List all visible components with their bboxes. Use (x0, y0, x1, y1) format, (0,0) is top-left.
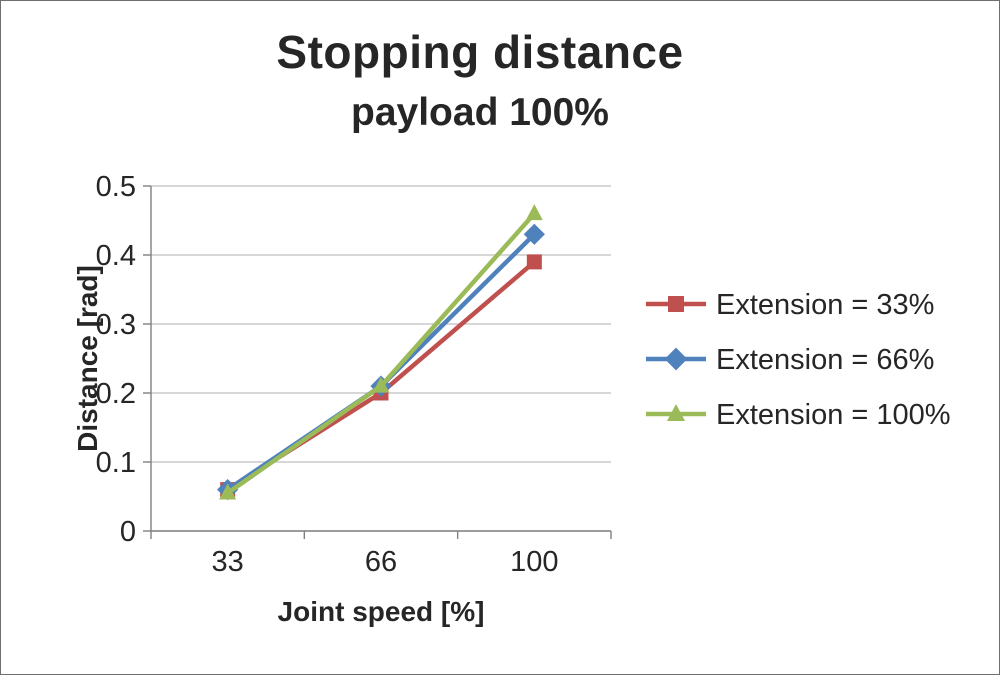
series-2-marker (525, 204, 543, 221)
chart-title: Stopping distance (276, 26, 684, 78)
legend-marker-1 (664, 347, 688, 371)
legend-label-0: Extension = 33% (716, 289, 934, 321)
series-0-marker (526, 254, 542, 270)
x-tick-label: 66 (365, 546, 397, 578)
x-tick-label: 33 (212, 546, 244, 578)
y-tick-label: 0 (120, 516, 136, 548)
legend-label-2: Extension = 100% (716, 399, 951, 431)
y-tick-label: 0.2 (96, 378, 136, 410)
series-2-marker (372, 376, 390, 393)
y-tick-label: 0.1 (96, 447, 136, 479)
x-axis-title: Joint speed [%] (278, 596, 485, 627)
series-2-marker (219, 483, 237, 500)
y-tick-label: 0.4 (96, 240, 136, 272)
x-tick-label: 100 (510, 546, 558, 578)
legend-label-1: Extension = 66% (716, 344, 934, 376)
legend-marker-2 (667, 404, 685, 421)
legend-marker-0 (668, 296, 684, 312)
y-axis-title: Distance [rad] (72, 265, 103, 452)
series-1-marker (523, 223, 545, 245)
chart-subtitle: payload 100% (351, 91, 609, 134)
y-tick-label: 0.3 (96, 309, 136, 341)
series-line-1 (226, 232, 536, 492)
y-tick-label: 0.5 (96, 171, 136, 203)
